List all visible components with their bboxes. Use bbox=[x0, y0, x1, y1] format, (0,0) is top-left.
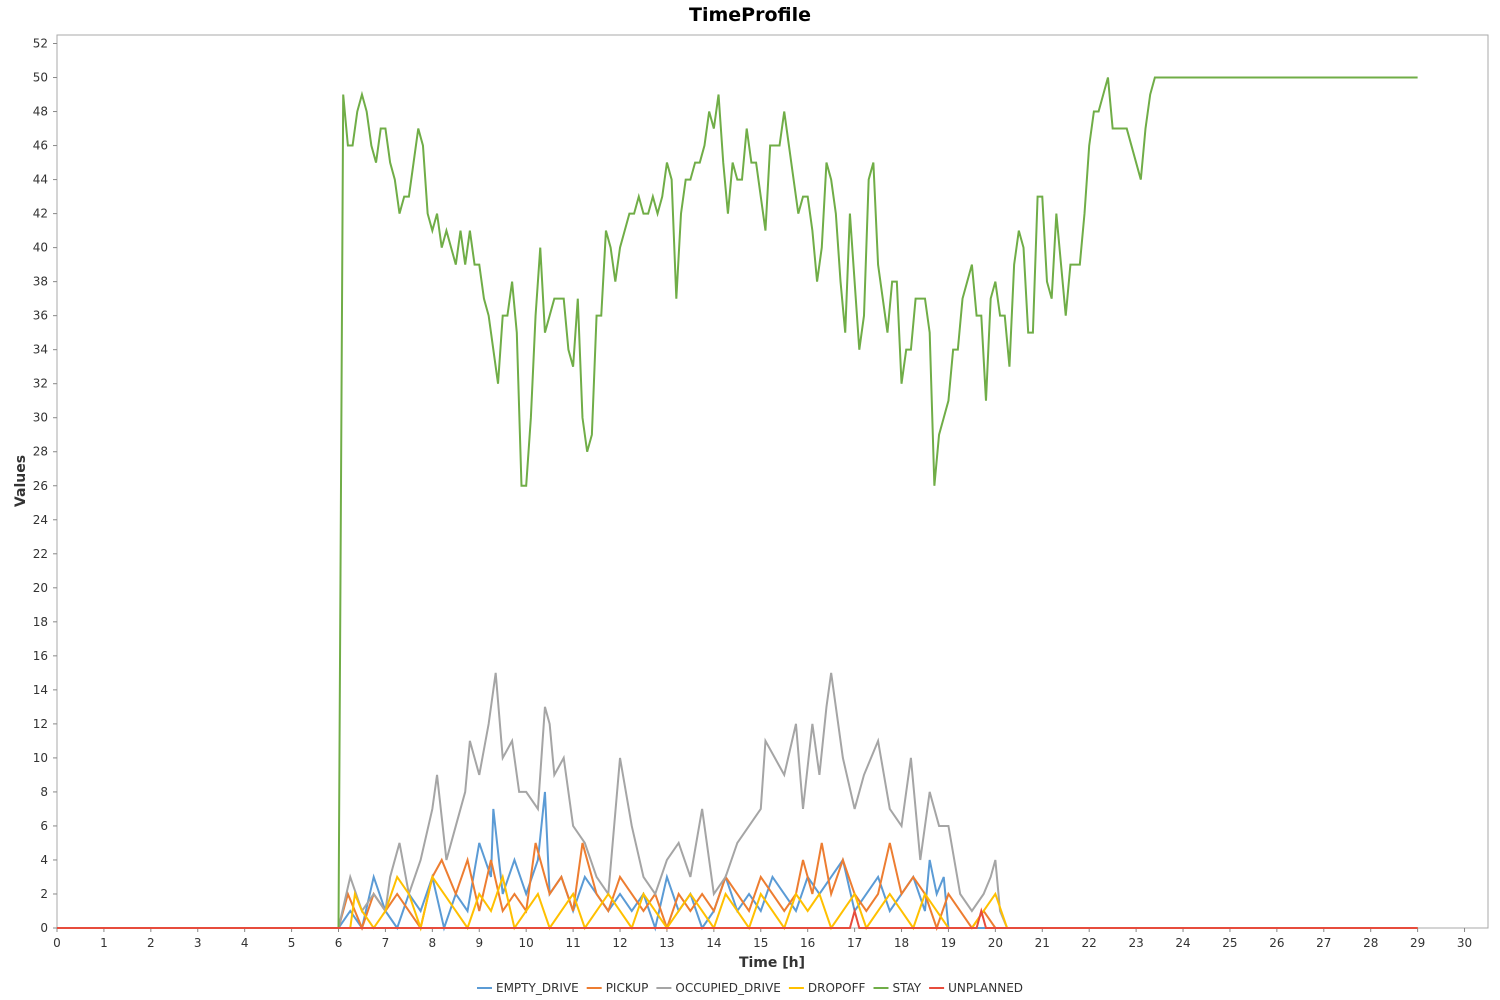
y-tick-label: 10 bbox=[33, 751, 48, 765]
y-tick-label: 18 bbox=[33, 615, 48, 629]
x-tick-label: 3 bbox=[194, 936, 202, 950]
x-tick-label: 30 bbox=[1457, 936, 1472, 950]
y-tick-label: 50 bbox=[33, 71, 48, 85]
legend-item-stay: STAY bbox=[873, 981, 922, 995]
y-tick-label: 2 bbox=[40, 887, 48, 901]
y-tick-label: 4 bbox=[40, 853, 48, 867]
legend-label: EMPTY_DRIVE bbox=[496, 981, 579, 995]
legend-label: PICKUP bbox=[606, 981, 649, 995]
x-tick-label: 10 bbox=[519, 936, 534, 950]
y-tick-label: 0 bbox=[40, 921, 48, 935]
legend-label: UNPLANNED bbox=[948, 981, 1023, 995]
x-tick-label: 14 bbox=[706, 936, 721, 950]
legend-label: OCCUPIED_DRIVE bbox=[675, 981, 781, 995]
x-tick-label: 24 bbox=[1175, 936, 1190, 950]
legend: EMPTY_DRIVE PICKUP OCCUPIED_DRIVE DROPOFF ST… bbox=[477, 981, 1023, 995]
y-tick-label: 12 bbox=[33, 717, 48, 731]
x-tick-label: 6 bbox=[335, 936, 343, 950]
x-tick-label: 7 bbox=[382, 936, 390, 950]
x-tick-label: 22 bbox=[1082, 936, 1097, 950]
x-tick-label: 26 bbox=[1269, 936, 1284, 950]
x-tick-label: 23 bbox=[1128, 936, 1143, 950]
x-tick-label: 1 bbox=[100, 936, 108, 950]
x-tick-label: 27 bbox=[1316, 936, 1331, 950]
x-tick-label: 20 bbox=[988, 936, 1003, 950]
legend-label: DROPOFF bbox=[808, 981, 866, 995]
x-tick-label: 11 bbox=[565, 936, 580, 950]
x-tick-label: 16 bbox=[800, 936, 815, 950]
x-tick-label: 15 bbox=[753, 936, 768, 950]
series-line-stay bbox=[57, 76, 1418, 929]
legend-item-empty-drive: EMPTY_DRIVE bbox=[477, 981, 579, 995]
y-tick-label: 40 bbox=[33, 241, 48, 255]
x-tick-label: 0 bbox=[53, 936, 61, 950]
y-tick-label: 34 bbox=[33, 343, 48, 357]
x-tick-label: 17 bbox=[847, 936, 862, 950]
chart-title: TimeProfile bbox=[689, 4, 811, 26]
x-tick-label: 12 bbox=[612, 936, 627, 950]
legend-label: STAY bbox=[893, 981, 922, 995]
legend-item-dropoff: DROPOFF bbox=[788, 981, 866, 995]
x-tick-label: 19 bbox=[941, 936, 956, 950]
y-tick-label: 24 bbox=[33, 513, 48, 527]
y-tick-label: 38 bbox=[33, 275, 48, 289]
x-tick-label: 2 bbox=[147, 936, 155, 950]
x-tick-label: 25 bbox=[1222, 936, 1237, 950]
legend-item-occupied-drive: OCCUPIED_DRIVE bbox=[656, 981, 781, 995]
y-tick-label: 44 bbox=[33, 173, 48, 187]
y-tick-label: 32 bbox=[33, 377, 48, 391]
series-line-unplanned bbox=[57, 907, 1418, 929]
series-layer bbox=[57, 76, 1418, 932]
x-axis: 0 1 2 3 4 5 6 7 8 9 10 11 12 13 14 15 16 17 18 19 20 21 22 23 24… bbox=[53, 928, 1472, 950]
legend-item-pickup: PICKUP bbox=[586, 981, 649, 995]
y-tick-label: 48 bbox=[33, 105, 48, 119]
plot-area bbox=[56, 34, 1489, 929]
y-tick-label: 52 bbox=[33, 37, 48, 51]
y-tick-label: 14 bbox=[33, 683, 48, 697]
series-line-pickup bbox=[57, 842, 1418, 932]
x-tick-label: 5 bbox=[288, 936, 296, 950]
y-tick-label: 46 bbox=[33, 139, 48, 153]
y-tick-label: 42 bbox=[33, 207, 48, 221]
x-tick-label: 13 bbox=[659, 936, 674, 950]
y-tick-label: 16 bbox=[33, 649, 48, 663]
y-axis-title: Values bbox=[13, 455, 29, 507]
x-tick-label: 29 bbox=[1410, 936, 1425, 950]
y-tick-label: 36 bbox=[33, 309, 48, 323]
x-tick-label: 9 bbox=[475, 936, 483, 950]
legend-item-unplanned: UNPLANNED bbox=[929, 981, 1023, 995]
x-tick-label: 28 bbox=[1363, 936, 1378, 950]
x-tick-label: 8 bbox=[429, 936, 437, 950]
y-tick-label: 22 bbox=[33, 547, 48, 561]
x-tick-label: 18 bbox=[894, 936, 909, 950]
x-tick-label: 4 bbox=[241, 936, 249, 950]
y-tick-label: 8 bbox=[40, 785, 48, 799]
x-tick-label: 21 bbox=[1035, 936, 1050, 950]
y-tick-label: 6 bbox=[40, 819, 48, 833]
series-line-dropoff bbox=[57, 873, 1418, 932]
y-tick-label: 28 bbox=[33, 445, 48, 459]
y-tick-label: 20 bbox=[33, 581, 48, 595]
y-axis: 0246810121416182022242628303234363840424… bbox=[33, 37, 57, 935]
x-axis-title: Time [h] bbox=[739, 955, 805, 971]
series-line-occupied-drive bbox=[57, 672, 1418, 929]
y-tick-label: 30 bbox=[33, 411, 48, 425]
y-tick-label: 26 bbox=[33, 479, 48, 493]
